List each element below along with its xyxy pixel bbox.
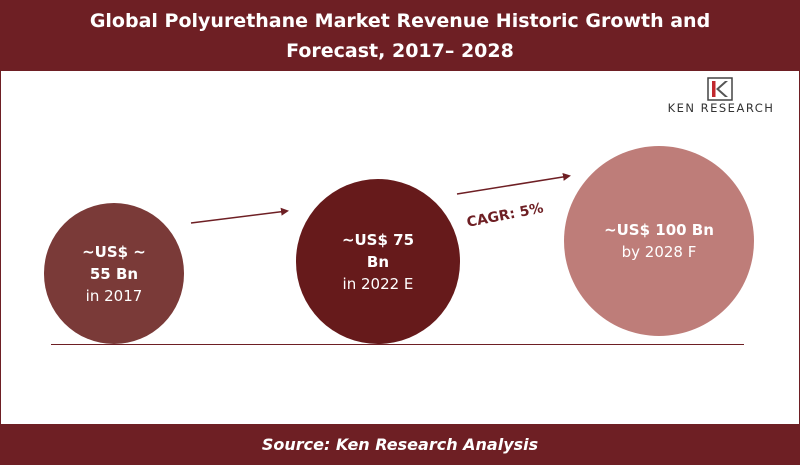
source-note: Source: Ken Research Analysis (261, 434, 539, 454)
baseline (51, 344, 744, 345)
bubble-2017: ~US$ ~ 55 Bn in 2017 (43, 203, 185, 344)
bubble-value-line1: ~US$ ~ (82, 242, 146, 261)
bubble-value-line1: ~US$ 100 Bn (604, 221, 714, 239)
bubble-2022: ~US$ 75 Bn in 2022 E (295, 179, 461, 344)
page-title: Global Polyurethane Market Revenue Histo… (89, 10, 711, 62)
arrow-2022-to-2028 (456, 173, 571, 195)
bubble-value-line1: ~US$ 75 (341, 230, 415, 249)
logo-text: KEN RESEARCH (667, 101, 775, 115)
bubble-2028: ~US$ 100 Bn by 2028 F (564, 146, 754, 336)
arrow-2017-to-2022 (190, 207, 289, 224)
ken-research-logo-icon (707, 77, 733, 101)
bubble-period-label: in 2017 (85, 286, 143, 305)
header-bar: Global Polyurethane Market Revenue Histo… (1, 1, 799, 71)
bubble-value-line2: 55 Bn (89, 264, 139, 283)
bubble-value-line2: Bn (366, 252, 390, 271)
ken-research-logo: KEN RESEARCH (651, 77, 791, 123)
footer-bar: Source: Ken Research Analysis (1, 424, 799, 464)
bubble-period-label: by 2028 F (621, 243, 697, 261)
bubble-period-label: in 2022 E (342, 274, 414, 293)
